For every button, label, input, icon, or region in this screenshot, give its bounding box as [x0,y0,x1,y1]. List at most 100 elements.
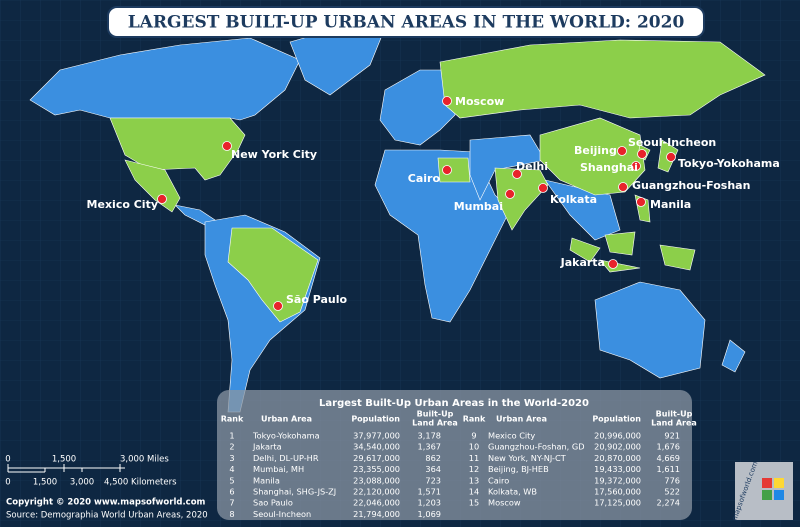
table-header: Population [351,415,400,424]
city-dot [442,96,452,106]
urban-area: Cairo [488,475,509,485]
city-dot [273,301,283,311]
cities: Moscow New York City Mexico City São Paulo C… [87,95,780,311]
table-header: Built-Up [656,410,693,419]
land [29,24,766,413]
land-area: 921 [664,431,680,441]
scale-labels: 0 1,500 3,000 Miles 0 1,500 3,000 4,500 Kilome… [5,455,177,488]
population: 37,977,000 [353,431,400,441]
city-label: Manila [650,198,691,211]
urban-area: Manila [253,475,280,485]
land-area: 1,203 [418,498,441,508]
land-area: 1,611 [657,464,680,474]
rank: 8 [229,509,234,519]
land-area: 723 [425,475,441,485]
logo-tile [774,490,784,500]
table-header: Rank [221,415,244,424]
city-label: Mumbai [454,200,503,213]
population: 19,372,000 [594,475,641,485]
population: 22,120,000 [353,487,400,497]
scale-km: 3,000 [70,478,94,488]
scale-km: 4,500 Kilometers [104,478,177,488]
population: 19,433,000 [594,464,641,474]
rank: 13 [469,475,479,485]
rank: 1 [229,431,234,441]
title-banner [107,6,705,38]
table-title: Largest Built-Up Urban Areas in the Worl… [319,398,589,409]
city-label: Delhi [516,160,548,173]
land-area: 862 [425,453,441,463]
land-area: 4,669 [657,453,680,463]
table: Largest Built-Up Urban Areas in the Worl… [221,398,697,519]
city-dot [222,141,232,151]
population: 20,870,000 [594,453,641,463]
city-dot [666,152,676,162]
scale-miles: 0 [5,455,10,465]
table-header: Built-Up [417,410,454,419]
city-label: Guangzhou-Foshan [632,179,750,192]
urban-area: Sao Paulo [253,498,293,508]
urban-area: Moscow [488,498,521,508]
rank: 2 [229,442,234,452]
population: 23,355,000 [353,464,400,474]
rank: 10 [469,442,479,452]
urban-area: Mumbai, MH [253,464,304,474]
rank: 9 [471,431,476,441]
urban-area: Beijing, BJ-HEB [488,464,549,474]
population: 23,088,000 [353,475,400,485]
land-area: 3,178 [418,431,441,441]
city-label: New York City [231,148,317,161]
table-header: Urban Area [261,415,312,424]
land-area: 1,069 [418,509,441,519]
copyright: Copyright © 2020 www.mapsofworld.com [6,498,206,508]
land-area: 1,367 [418,442,441,452]
rank: 3 [229,453,234,463]
title: LARGEST BUILT-UP URBAN AREAS IN THE WORL… [128,13,685,33]
urban-area: Guangzhou-Foshan, GD [488,442,585,452]
population: 20,996,000 [594,431,641,441]
table-header: Land Area [651,419,697,428]
city-label: Moscow [455,95,504,108]
urban-area: New York, NY-NJ-CT [488,453,567,463]
city-label: Cairo [408,172,441,185]
urban-area: Shanghai, SHG-JS-ZJ [253,487,336,497]
population: 17,560,000 [594,487,641,497]
city-dot [637,149,647,159]
table-header: Land Area [412,419,458,428]
table-panel [217,390,692,520]
city-dot [505,189,515,199]
city-label: Jakarta [560,256,605,269]
city-label: Tokyo-Yokohama [678,157,780,170]
scale-km: 0 [5,478,10,488]
city-dot [442,165,452,175]
land-area: 1,676 [657,442,680,452]
city-label: São Paulo [286,293,348,306]
population: 17,125,000 [594,498,641,508]
urban-area: Seoul-Incheon [253,509,311,519]
logo-tile [774,478,784,488]
rank: 5 [229,475,234,485]
rank: 15 [469,498,479,508]
city-label: Beijing [574,144,617,157]
city-label: Shanghai [580,161,638,174]
rank: 14 [469,487,479,497]
table-header: Urban Area [496,415,547,424]
table-header: Rank [463,415,486,424]
population: 34,540,000 [353,442,400,452]
city-dot [617,146,627,156]
source: Source: Demographia World Urban Areas, 2… [6,511,208,521]
city-dot [157,194,167,204]
city-label: Kolkata [550,193,597,206]
city-dot [631,161,641,171]
rank: 11 [469,453,479,463]
urban-area: Tokyo-Yokohama [252,431,320,441]
rank: 7 [229,498,234,508]
land-area: 776 [664,475,680,485]
population: 21,794,000 [353,509,400,519]
city-label: Mexico City [87,198,158,211]
urban-area: Jakarta [252,442,282,452]
population: 22,046,000 [353,498,400,508]
land-area: 364 [425,464,441,474]
population: 20,902,000 [594,442,641,452]
